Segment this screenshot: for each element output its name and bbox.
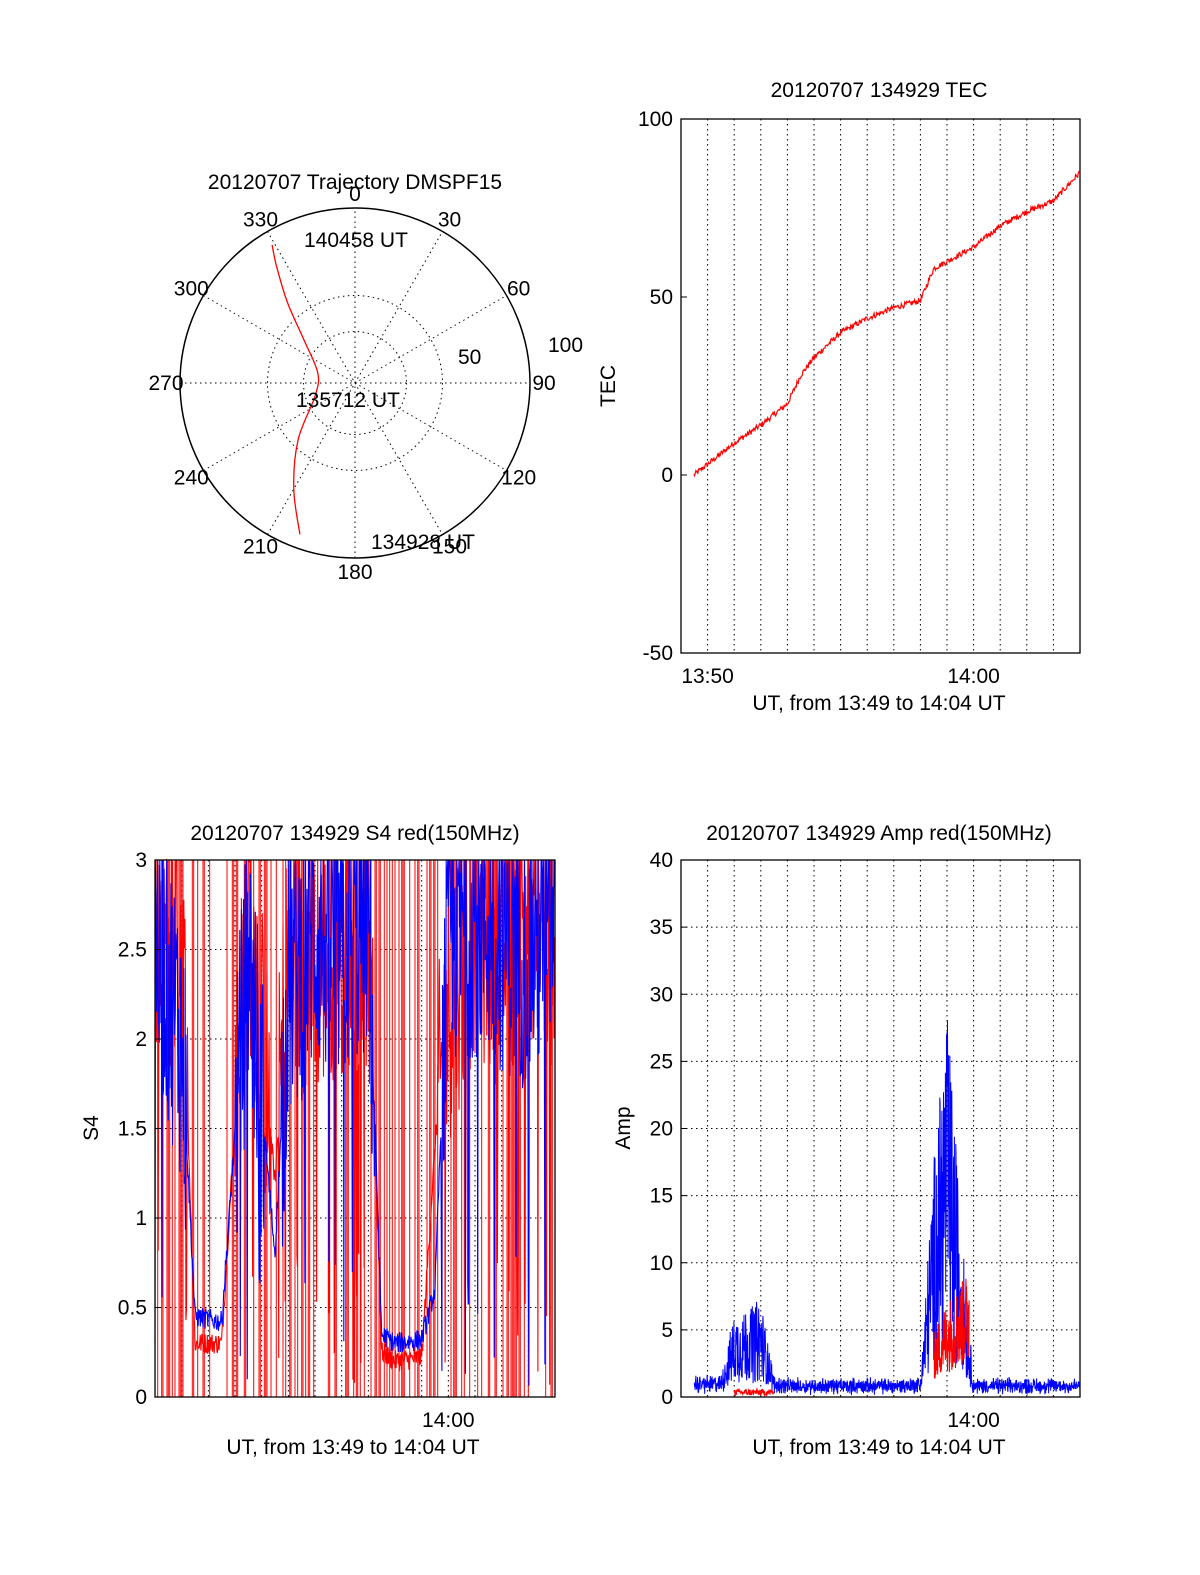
x-tick-label: 13:50 — [681, 665, 734, 688]
y-tick-label: -50 — [643, 642, 673, 665]
y-tick-label: 100 — [638, 108, 673, 131]
y-tick-label: 0 — [135, 1386, 147, 1409]
s4-y-axis-label: S4 — [80, 1115, 103, 1141]
y-tick-label: 0 — [661, 464, 673, 487]
trajectory-angle-label: 210 — [243, 536, 278, 559]
amp-y-tick-labels: 40 35 30 25 20 15 10 5 0 — [650, 849, 687, 1409]
x-tick-label: 14:00 — [422, 1409, 475, 1432]
y-tick-label: 2.5 — [118, 939, 147, 962]
tec-y-tick-labels: 100 50 0 -50 — [638, 108, 687, 665]
trajectory-grid-spoke — [267, 231, 443, 535]
tec-frame — [680, 118, 1081, 654]
y-tick-label: 0.5 — [118, 1297, 147, 1320]
amp-grid — [681, 860, 1080, 1397]
tec-x-tick-labels: 13:50 14:00 — [681, 665, 1000, 688]
amp-x-tick-labels: 14:00 — [947, 1409, 1000, 1432]
tec-y-axis-label: TEC — [597, 365, 620, 407]
y-tick-label: 20 — [650, 1118, 673, 1141]
y-tick-label: 15 — [650, 1185, 673, 1208]
trajectory-chart: 20120707 Trajectory DMSPF15 0 30 60 90 120 15… — [148, 171, 583, 584]
trajectory-angle-label: 60 — [507, 278, 530, 301]
amp-series-red — [733, 1278, 970, 1398]
trajectory-grid — [180, 208, 530, 558]
trajectory-title: 20120707 Trajectory DMSPF15 — [208, 171, 502, 194]
trajectory-angle-label: 180 — [337, 561, 372, 584]
tec-grid — [707, 119, 1054, 653]
y-tick-label: 10 — [650, 1252, 673, 1275]
y-tick-label: 1 — [135, 1207, 147, 1230]
y-tick-label: 25 — [650, 1050, 673, 1073]
x-tick-label: 14:00 — [947, 665, 1000, 688]
trajectory-angle-label: 90 — [532, 372, 555, 395]
trajectory-radius-label-50: 50 — [458, 346, 481, 369]
trajectory-annotation-end: 140458 UT — [304, 229, 408, 252]
x-tick-label: 14:00 — [947, 1409, 1000, 1432]
y-tick-label: 2 — [135, 1028, 147, 1051]
trajectory-angle-label: 150 — [432, 536, 467, 559]
y-tick-label: 0 — [661, 1386, 673, 1409]
tec-chart: 20120707 134929 TEC 100 50 0 -50 13:50 14:00… — [597, 79, 1081, 715]
trajectory-angle-label: 270 — [148, 372, 183, 395]
y-tick-label: 3 — [135, 849, 147, 872]
tec-title: 20120707 134929 TEC — [771, 79, 988, 102]
trajectory-outer-ring — [179, 207, 531, 559]
amp-frame — [680, 859, 1081, 1398]
s4-x-axis-label: UT, from 13:49 to 14:04 UT — [226, 1436, 479, 1459]
trajectory-angle-label: 120 — [501, 467, 536, 490]
amp-x-axis-label: UT, from 13:49 to 14:04 UT — [752, 1436, 1005, 1459]
amp-title: 20120707 134929 Amp red(150MHz) — [706, 822, 1052, 845]
y-tick-label: 1.5 — [118, 1118, 147, 1141]
trajectory-grid-ring — [267, 295, 443, 471]
y-tick-label: 30 — [650, 983, 673, 1006]
tec-x-axis-label: UT, from 13:49 to 14:04 UT — [752, 692, 1005, 715]
trajectory-annotation-start: 134928 UT — [371, 531, 475, 554]
y-tick-label: 40 — [650, 849, 673, 872]
trajectory-track — [271, 244, 320, 535]
trajectory-angle-label: 300 — [174, 278, 209, 301]
amp-series-blue — [693, 1020, 1081, 1396]
amp-chart: 20120707 134929 Amp red(150MHz) 40 35 30 25… — [612, 822, 1081, 1459]
y-tick-label: 35 — [650, 916, 673, 939]
trajectory-angle-label: 0 — [349, 183, 361, 206]
y-tick-label: 50 — [650, 286, 673, 309]
tec-series-line — [693, 170, 1081, 478]
s4-chart: 20120707 134929 S4 red(150MHz) 3 2.5 2 1.5 1… — [80, 822, 556, 1459]
trajectory-annotation-mid: 135712 UT — [296, 389, 400, 412]
trajectory-angle-labels: 0 30 60 90 120 150 180 210 240 270 300 330 — [148, 183, 555, 584]
s4-y-tick-labels: 3 2.5 2 1.5 1 0.5 0 — [118, 849, 161, 1409]
y-tick-label: 5 — [661, 1319, 673, 1342]
amp-y-axis-label: Amp — [612, 1106, 635, 1149]
s4-x-tick-labels: 14:00 — [422, 1409, 475, 1432]
s4-title: 20120707 134929 S4 red(150MHz) — [190, 822, 519, 845]
trajectory-angle-label: 330 — [243, 208, 278, 231]
trajectory-radius-label-100: 100 — [548, 334, 583, 357]
trajectory-angle-label: 240 — [174, 467, 209, 490]
trajectory-angle-label: 30 — [438, 208, 461, 231]
